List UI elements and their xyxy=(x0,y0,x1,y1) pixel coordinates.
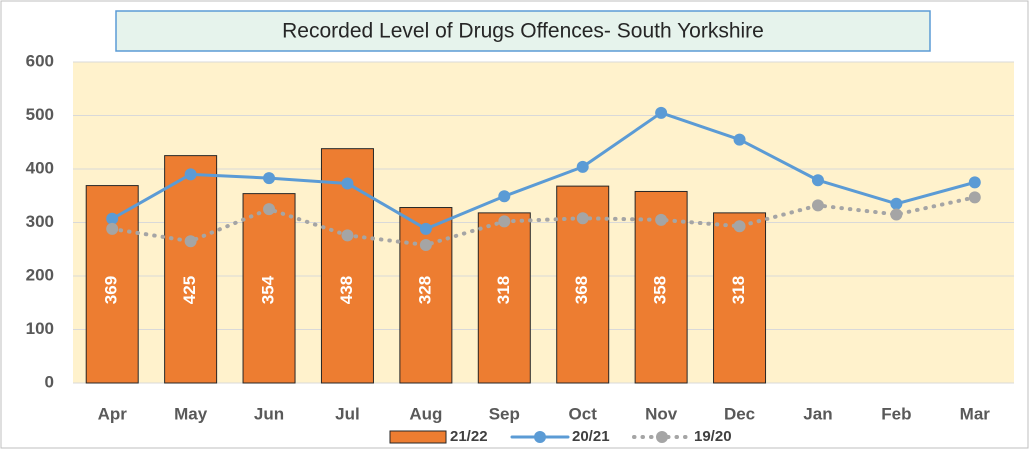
marks xyxy=(85,106,981,384)
x-tick-label: Oct xyxy=(569,404,598,423)
y-tick-label: 100 xyxy=(26,319,54,338)
series-marker xyxy=(263,172,276,185)
series-marker xyxy=(106,212,119,225)
legend-swatch xyxy=(389,430,447,444)
series-marker xyxy=(498,215,511,228)
series-marker xyxy=(263,203,276,216)
bar xyxy=(164,155,218,384)
series-marker xyxy=(576,212,589,225)
series-marker xyxy=(655,213,668,226)
x-tick-label: Feb xyxy=(881,404,911,423)
chart-title: Recorded Level of Drugs Offences- South … xyxy=(282,20,764,43)
series-marker xyxy=(890,197,903,210)
series-marker xyxy=(811,199,824,212)
series-line xyxy=(110,195,977,247)
x-tick-label: Aug xyxy=(409,404,442,423)
series-marker xyxy=(184,235,197,248)
bar xyxy=(399,207,453,384)
y-tick-label: 0 xyxy=(45,372,54,391)
series-marker xyxy=(968,176,981,189)
x-tick-label: Mar xyxy=(960,404,991,423)
value-label: 358 xyxy=(651,276,670,304)
series-marker xyxy=(341,229,354,242)
labels: 0 100 200 300 400 500 600 Apr May Jun Jul Aug Sep Oct… xyxy=(26,51,991,444)
series-marker xyxy=(733,133,746,146)
value-label: 318 xyxy=(729,276,748,304)
x-tick-label: Dec xyxy=(724,404,755,423)
bar xyxy=(85,185,139,384)
series-marker xyxy=(968,191,981,204)
series-marker xyxy=(576,160,589,173)
bar xyxy=(477,212,531,384)
series-marker xyxy=(341,177,354,190)
series-marker xyxy=(106,222,119,235)
series-marker xyxy=(733,220,746,233)
x-tick-label: Jul xyxy=(335,404,360,423)
bar xyxy=(242,193,296,384)
y-tick-label: 400 xyxy=(26,158,54,177)
y-tick-label: 200 xyxy=(26,265,54,284)
series-marker xyxy=(419,238,432,251)
value-label: 368 xyxy=(572,276,591,304)
title-box xyxy=(115,10,931,52)
value-label: 318 xyxy=(494,276,513,304)
x-tick-label: Jun xyxy=(254,404,284,423)
bar xyxy=(713,212,767,384)
value-label: 369 xyxy=(102,276,121,304)
y-tick-label: 500 xyxy=(26,105,54,124)
legend-marker xyxy=(656,431,668,443)
series-marker xyxy=(655,106,668,119)
legend-marker xyxy=(534,431,546,443)
x-tick-label: May xyxy=(174,404,208,423)
x-tick-label: Apr xyxy=(98,404,128,423)
x-tick-label: Nov xyxy=(645,404,678,423)
x-tick-label: Jan xyxy=(803,404,832,423)
value-label: 425 xyxy=(180,276,199,304)
y-tick-label: 600 xyxy=(26,51,54,70)
series-marker xyxy=(184,168,197,181)
series-marker xyxy=(811,174,824,187)
x-tick-label: Sep xyxy=(489,404,520,423)
legend-label: 19/20 xyxy=(694,428,732,445)
series-line xyxy=(110,111,977,231)
series-marker xyxy=(498,190,511,203)
value-label: 438 xyxy=(337,276,356,304)
legend-label: 20/21 xyxy=(572,428,610,445)
series-marker xyxy=(419,222,432,235)
grid xyxy=(73,61,1014,384)
legend-label: 21/22 xyxy=(450,428,488,445)
series-marker xyxy=(890,208,903,221)
y-tick-label: 300 xyxy=(26,212,54,231)
value-label: 354 xyxy=(259,275,278,304)
value-label: 328 xyxy=(415,276,434,304)
